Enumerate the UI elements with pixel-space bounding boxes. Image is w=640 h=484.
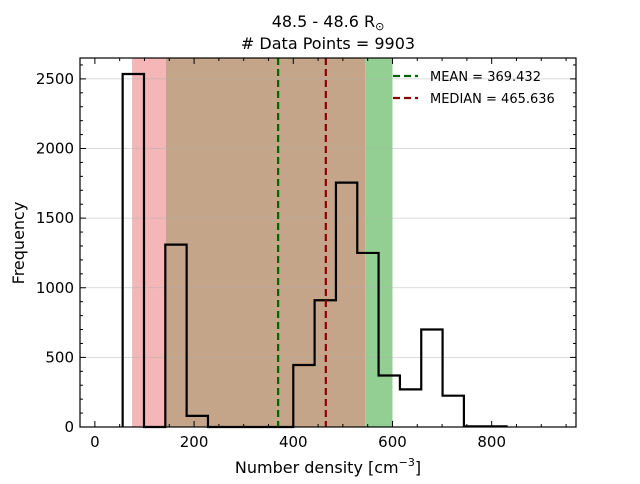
legend: MEAN = 369.432 MEDIAN = 465.636: [393, 70, 555, 107]
legend-label: MEAN = 369.432: [430, 70, 541, 85]
chart-title-line2: # Data Points = 9903: [241, 34, 415, 53]
x-tick-label: 400: [279, 433, 308, 451]
y-axis-label: Frequency: [9, 202, 28, 285]
axes-frame: [79, 57, 577, 428]
svg-text:Number density [cm−3]: Number density [cm−3]: [235, 456, 421, 477]
x-axis-label: Number density [cm−3]: [235, 456, 421, 477]
plot-area: 0 200 400 600 800 0 500 1000 1500 2000 2500 MEAN = …: [36, 57, 577, 451]
y-tick-label: 500: [45, 348, 74, 366]
shaded-region-0: [132, 58, 166, 427]
chart-title-line1: 48.5 - 48.6 R⊙: [272, 12, 385, 33]
x-tick-label: 0: [90, 433, 100, 451]
x-tick-label: 800: [477, 433, 506, 451]
y-tick-label: 0: [64, 418, 74, 436]
x-tick-label: 600: [378, 433, 407, 451]
y-tick-label: 1000: [36, 279, 74, 297]
legend-label: MEDIAN = 465.636: [430, 92, 555, 107]
histogram-bin: [443, 396, 464, 427]
x-tick-label: 200: [180, 433, 209, 451]
shaded-region-1: [165, 58, 366, 427]
y-tick-label: 2500: [36, 70, 74, 88]
histogram-bin: [400, 389, 421, 427]
histogram-bin: [421, 330, 442, 427]
y-tick-label: 1500: [36, 209, 74, 227]
y-tick-label: 2000: [36, 140, 74, 158]
